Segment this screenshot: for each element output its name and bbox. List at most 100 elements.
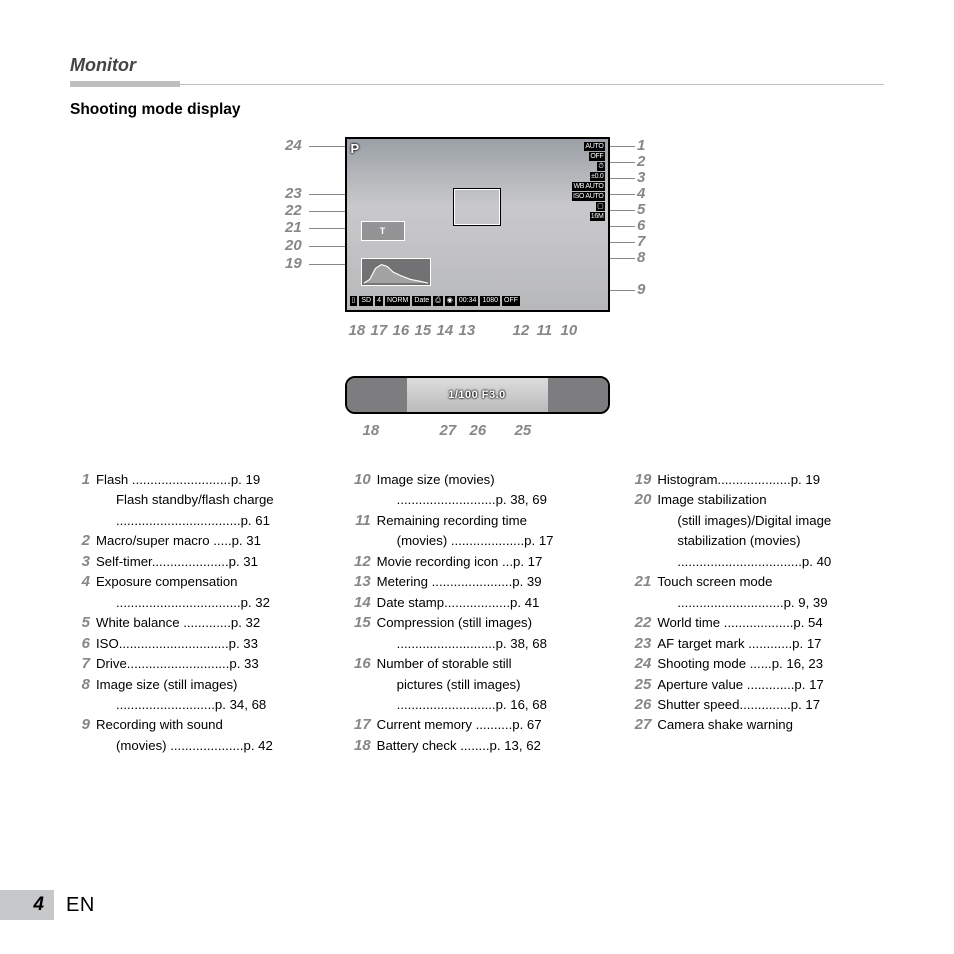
indicator-icon: OFF <box>589 152 604 161</box>
legend-number: 9 <box>70 715 96 735</box>
legend-number: 22 <box>631 613 657 633</box>
legend-row: 21Touch screen mode.....................… <box>631 572 884 613</box>
callout-number: 12 <box>513 322 530 339</box>
strip-text: 1/100 F3.0 <box>353 384 602 406</box>
legend-row: 6ISO..............................p. 33 <box>70 634 323 654</box>
strip-callouts: 18272625 <box>345 414 610 444</box>
bottom-indicator-bar: ▯SD4NORMDate⎙◉00:341080OFF <box>347 294 608 308</box>
legend-text: World time ...................p. 54 <box>657 613 884 633</box>
legend-row: 4Exposure compensation..................… <box>70 572 323 613</box>
legend-row: 26Shutter speed..............p. 17 <box>631 695 884 715</box>
legend-text: Drive............................p. 33 <box>96 654 323 674</box>
indicator-icon: ISO AUTO <box>572 192 605 201</box>
legend-text: Shooting mode ......p. 16, 23 <box>657 654 884 674</box>
legend-number: 25 <box>631 675 657 695</box>
page-number: 4 <box>0 890 54 920</box>
legend-row: 15Compression (still images)............… <box>351 613 604 654</box>
legend-row: 12Movie recording icon ...p. 17 <box>351 552 604 572</box>
legend-text: Current memory ..........p. 67 <box>377 715 604 735</box>
section-title: Monitor <box>70 55 884 77</box>
legend-text: White balance .............p. 32 <box>96 613 323 633</box>
legend-text: ISO..............................p. 33 <box>96 634 323 654</box>
legend-row: 10Image size (movies)...................… <box>351 470 604 511</box>
callout-number: 21 <box>285 219 302 236</box>
right-indicator-stack: AUTOOFF⏱±0.0WB AUTOISO AUTO▢16M <box>575 142 605 221</box>
legend-text: Number of storable stillpictures (still … <box>377 654 604 715</box>
legend-number: 27 <box>631 715 657 735</box>
callout-number: 14 <box>437 322 454 339</box>
legend-row: 27Camera shake warning <box>631 715 884 735</box>
legend-number: 21 <box>631 572 657 592</box>
subheading: Shooting mode display <box>70 101 884 119</box>
legend-row: 3Self-timer.....................p. 31 <box>70 552 323 572</box>
page-footer: 4 EN <box>0 890 95 920</box>
legend-number: 1 <box>70 470 96 490</box>
callout-number: 16 <box>393 322 410 339</box>
legend-number: 8 <box>70 675 96 695</box>
section-rule <box>70 81 884 87</box>
callout-number: 3 <box>637 169 645 186</box>
legend-number: 10 <box>351 470 377 490</box>
bottom-chip: 4 <box>375 296 383 306</box>
legend-row: 5White balance .............p. 32 <box>70 613 323 633</box>
bottom-chip: ◉ <box>445 296 455 306</box>
legend-number: 5 <box>70 613 96 633</box>
legend-number: 23 <box>631 634 657 654</box>
legend-row: 2Macro/super macro .....p. 31 <box>70 531 323 551</box>
callout-number: 9 <box>637 281 645 298</box>
mode-indicator: P <box>351 141 360 156</box>
legend-row: 20Image stabilization(still images)/Digi… <box>631 490 884 572</box>
legend-text: Movie recording icon ...p. 17 <box>377 552 604 572</box>
callout-number: 20 <box>285 237 302 254</box>
legend-number: 17 <box>351 715 377 735</box>
legend-row: 22World time ...................p. 54 <box>631 613 884 633</box>
bottom-chip: 1080 <box>480 296 500 306</box>
legend-text: Macro/super macro .....p. 31 <box>96 531 323 551</box>
callout-number: 22 <box>285 202 302 219</box>
legend-row: 25Aperture value .............p. 17 <box>631 675 884 695</box>
indicator-icon: AUTO <box>584 142 604 151</box>
legend-text: Compression (still images)..............… <box>377 613 604 654</box>
callout-number: 23 <box>285 185 302 202</box>
legend-row: 17Current memory ..........p. 67 <box>351 715 604 735</box>
legend-number: 20 <box>631 490 657 510</box>
indicator-icon: 16M <box>590 212 605 221</box>
legend-text: Histogram....................p. 19 <box>657 470 884 490</box>
legend-number: 24 <box>631 654 657 674</box>
bottom-chip: ▯ <box>350 296 358 306</box>
legend-row: 16Number of storable stillpictures (stil… <box>351 654 604 715</box>
legend-row: 14Date stamp..................p. 41 <box>351 593 604 613</box>
indicator-icon: ⏱ <box>597 162 604 171</box>
monitor-figure: 242322212019 123456789 P AUTOOFF⏱±0.0WB … <box>237 137 717 444</box>
legend-text: Exposure compensation...................… <box>96 572 323 613</box>
legend-number: 4 <box>70 572 96 592</box>
indicator-icon: ±0.0 <box>590 172 604 181</box>
callout-number: 5 <box>637 201 645 218</box>
legend-text: Self-timer.....................p. 31 <box>96 552 323 572</box>
legend-number: 15 <box>351 613 377 633</box>
callout-number: 18 <box>363 422 380 439</box>
af-target-mark <box>454 189 500 225</box>
callout-number: 27 <box>440 422 457 439</box>
callout-number: 18 <box>349 322 366 339</box>
legend-number: 18 <box>351 736 377 756</box>
callout-number: 2 <box>637 153 645 170</box>
bottom-chip: NORM <box>385 296 410 306</box>
callout-number: 6 <box>637 217 645 234</box>
legend-text: Image size (still images)...............… <box>96 675 323 716</box>
bottom-chip: Date <box>412 296 431 306</box>
language-code: EN <box>66 894 95 917</box>
callout-number: 4 <box>637 185 645 202</box>
legend-col-1: 1Flash ...........................p. 19F… <box>70 470 323 756</box>
indicator-icon: ▢ <box>596 202 604 211</box>
legend-table: 1Flash ...........................p. 19F… <box>70 470 884 756</box>
legend-text: Camera shake warning <box>657 715 884 735</box>
bottom-chip: ⎙ <box>433 296 443 306</box>
callout-number: 15 <box>415 322 432 339</box>
legend-text: Date stamp..................p. 41 <box>377 593 604 613</box>
legend-row: 1Flash ...........................p. 19F… <box>70 470 323 531</box>
callout-number: 25 <box>515 422 532 439</box>
legend-number: 14 <box>351 593 377 613</box>
legend-number: 6 <box>70 634 96 654</box>
legend-number: 3 <box>70 552 96 572</box>
